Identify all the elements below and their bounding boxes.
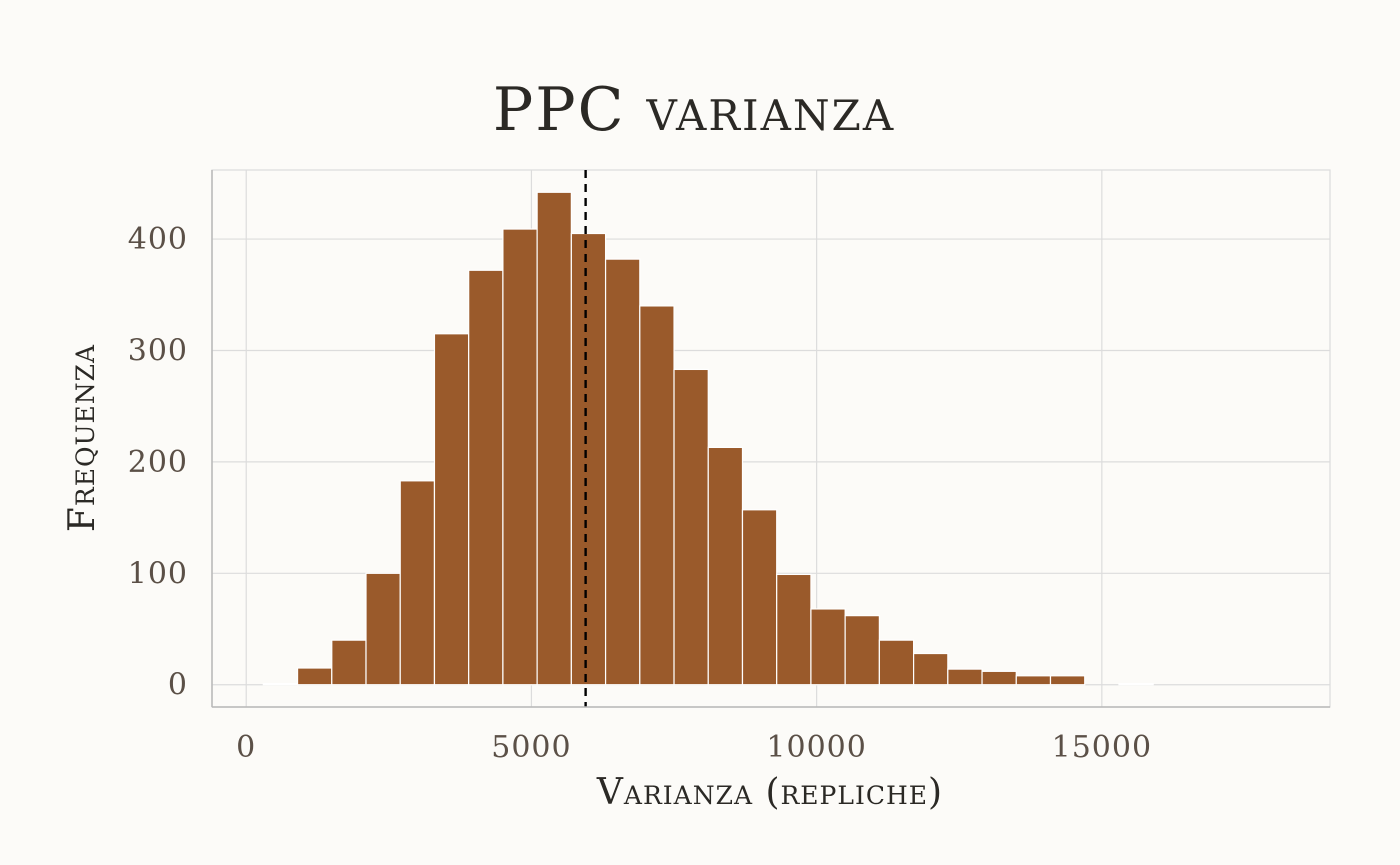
- histogram-bar: [776, 573, 812, 686]
- histogram-bar: [536, 191, 572, 686]
- histogram-bar: [399, 480, 436, 686]
- histogram-bar: [913, 652, 949, 686]
- histogram-bar: [433, 333, 470, 686]
- histogram-bar: [878, 639, 915, 686]
- x-tick-label: 5000: [491, 730, 571, 765]
- y-tick-label: 200: [128, 445, 188, 480]
- y-axis-title: Frequenza: [62, 344, 103, 532]
- y-tick-label: 400: [128, 222, 188, 257]
- histogram-bar: [741, 509, 778, 686]
- y-tick-label: 300: [128, 333, 188, 368]
- histogram-bar: [468, 269, 504, 686]
- histogram-bar: [639, 305, 675, 686]
- histogram-bar: [331, 639, 367, 686]
- x-axis-ticks: 0 5000 10000 15000: [236, 730, 1152, 765]
- y-tick-label: 100: [128, 556, 188, 591]
- histogram-bar: [844, 615, 880, 686]
- y-axis-ticks: 0 100 200 300 400: [128, 222, 188, 703]
- y-tick-label: 0: [168, 668, 188, 703]
- x-tick-label: 15000: [1052, 730, 1152, 765]
- histogram-bar: [262, 683, 299, 686]
- histogram-bar: [947, 668, 983, 686]
- histogram-bar: [296, 667, 333, 686]
- histogram-bar: [707, 446, 744, 686]
- histogram-bar: [365, 572, 401, 686]
- histogram-bar: [604, 258, 641, 686]
- histogram-bar: [1049, 675, 1086, 686]
- histogram-bar: [1118, 683, 1154, 686]
- histogram-bar: [1015, 675, 1052, 686]
- x-tick-label: 0: [236, 730, 256, 765]
- x-tick-label: 10000: [766, 730, 866, 765]
- histogram-bar: [810, 608, 846, 686]
- histogram-bar: [981, 670, 1017, 686]
- histogram-bar: [570, 232, 607, 686]
- histogram-bar: [502, 228, 538, 686]
- x-axis-title: Varianza (repliche): [596, 772, 943, 813]
- histogram-bar: [673, 368, 709, 686]
- chart-title: PPC varianza: [493, 75, 895, 145]
- histogram-bars: [262, 191, 1154, 686]
